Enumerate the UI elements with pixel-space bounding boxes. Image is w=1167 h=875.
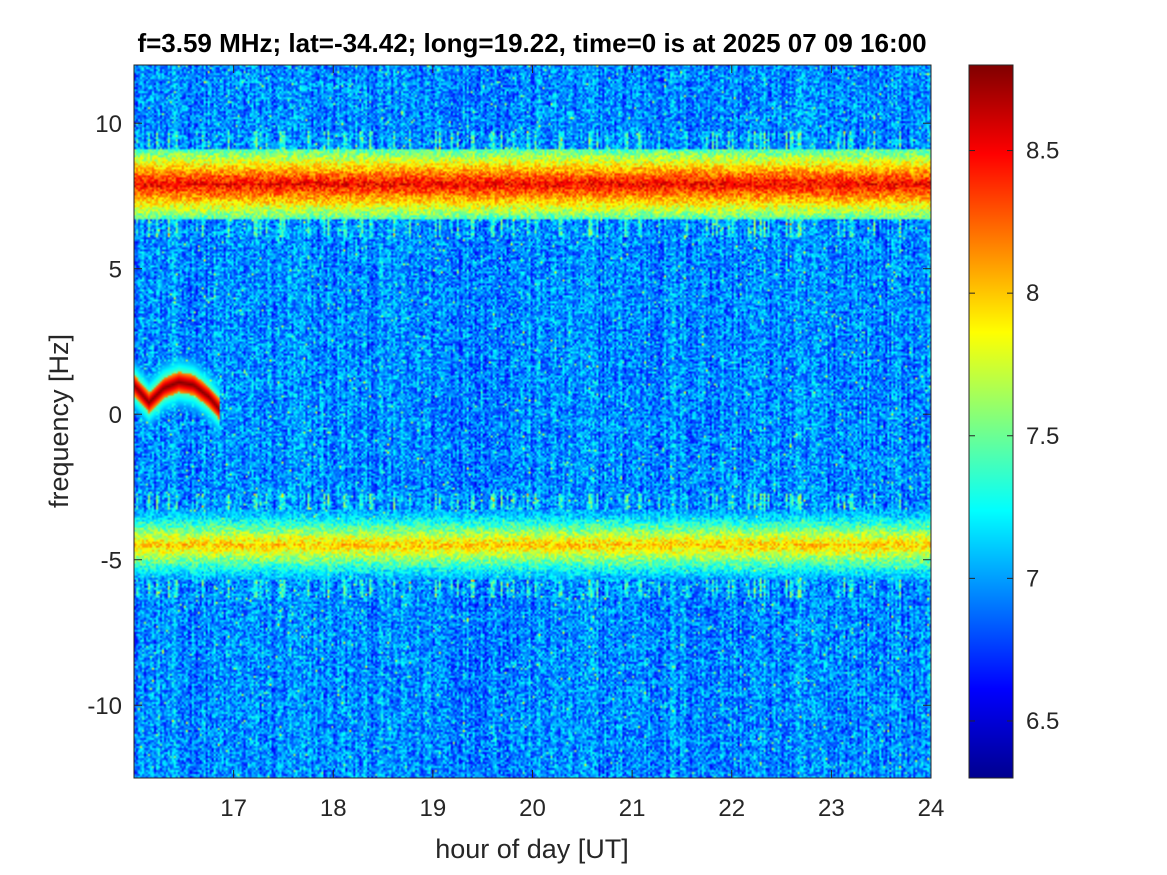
colorbar-tick-label: 7 <box>1026 565 1039 592</box>
y-axis-label: frequency [Hz] <box>44 334 74 508</box>
colorbar: 6.5 7 7.5 8 8.5 <box>968 64 1059 779</box>
x-tick-label: 19 <box>420 795 447 822</box>
y-axis: -10 -5 0 5 10 <box>87 111 931 720</box>
spectrogram-heatmap <box>134 65 931 778</box>
colorbar-tick-label: 6.5 <box>1026 708 1059 735</box>
colorbar-gradient <box>968 64 1014 779</box>
y-tick-label: 10 <box>95 111 122 138</box>
x-tick-label: 20 <box>519 795 546 822</box>
colorbar-tick-label: 8 <box>1026 280 1039 307</box>
x-tick-label: 21 <box>619 795 646 822</box>
y-tick-label: 0 <box>109 402 122 429</box>
plot-area <box>133 64 932 779</box>
colorbar-ticks: 6.5 7 7.5 8 8.5 <box>969 138 1059 735</box>
x-axis: 17 18 19 20 21 22 23 24 <box>220 65 944 822</box>
x-axis-label: hour of day [UT] <box>435 834 629 864</box>
y-tick-label: 5 <box>109 257 122 284</box>
x-tick-label: 23 <box>818 795 845 822</box>
y-tick-label: -5 <box>101 548 122 575</box>
colorbar-tick-label: 8.5 <box>1026 138 1059 165</box>
x-tick-label: 22 <box>718 795 745 822</box>
y-tick-label: -10 <box>87 693 122 720</box>
x-tick-label: 18 <box>320 795 347 822</box>
x-tick-label: 24 <box>918 795 945 822</box>
colorbar-tick-label: 7.5 <box>1026 423 1059 450</box>
x-tick-label: 17 <box>220 795 247 822</box>
chart-title: f=3.59 MHz; lat=-34.42; long=19.22, time… <box>137 28 926 58</box>
